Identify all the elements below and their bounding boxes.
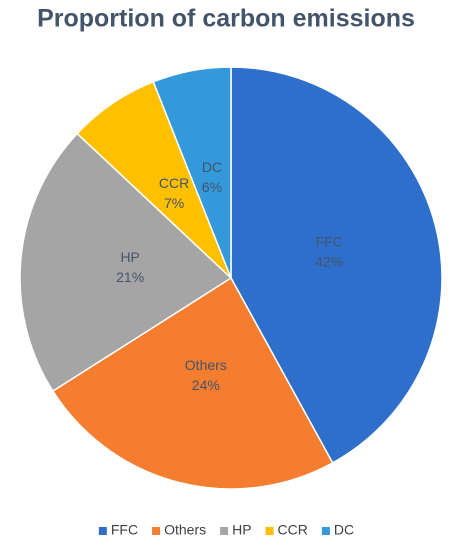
slice-category-label: HP xyxy=(120,249,139,265)
legend: FFC Others HP CCR DC xyxy=(98,522,354,538)
legend-label: HP xyxy=(232,522,251,538)
chart-title: Proportion of carbon emissions xyxy=(37,5,415,33)
slice-category-label: FFC xyxy=(315,234,342,250)
slice-category-label: CCR xyxy=(159,175,189,191)
slice-category-label: Others xyxy=(185,357,227,373)
slice-category-label: DC xyxy=(202,159,222,175)
legend-swatch xyxy=(265,527,274,535)
legend-swatch xyxy=(152,527,161,535)
pie-slice xyxy=(152,66,232,279)
slice-value-label: 7% xyxy=(164,195,184,211)
slice-value-label: 21% xyxy=(116,269,144,285)
legend-label: CCR xyxy=(278,522,308,538)
legend-swatch xyxy=(321,527,330,535)
legend-label: FFC xyxy=(111,522,138,538)
slice-value-label: 24% xyxy=(192,377,220,393)
pie-slice xyxy=(230,66,443,464)
pie-slice xyxy=(51,276,334,490)
legend-label: DC xyxy=(334,522,354,538)
slice-value-label: 42% xyxy=(315,254,343,270)
legend-swatch xyxy=(220,527,229,535)
legend-swatch xyxy=(98,527,107,535)
legend-label: Others xyxy=(164,522,206,538)
slice-value-label: 6% xyxy=(202,179,222,195)
pie-slice xyxy=(19,132,233,393)
